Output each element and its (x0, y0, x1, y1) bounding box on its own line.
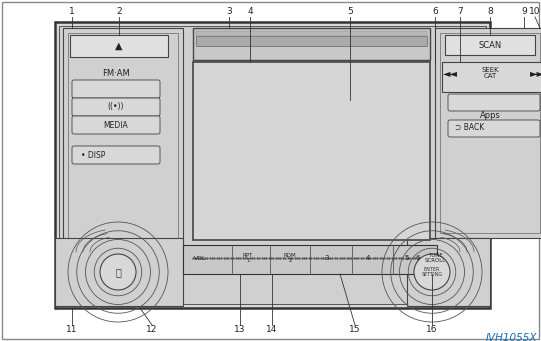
FancyBboxPatch shape (448, 120, 540, 137)
FancyBboxPatch shape (72, 116, 160, 134)
Text: 11: 11 (66, 326, 78, 335)
Text: 3: 3 (226, 8, 232, 16)
Bar (196, 36, 427, 46)
Text: 6: 6 (415, 255, 420, 261)
Circle shape (100, 254, 136, 290)
Text: 15: 15 (349, 326, 361, 335)
Text: FM·AM: FM·AM (102, 70, 130, 78)
Bar (68, 33, 178, 263)
FancyBboxPatch shape (72, 98, 160, 116)
Text: 9: 9 (521, 8, 527, 16)
Bar (445, 35, 535, 55)
Text: ►►: ►► (530, 68, 541, 78)
Text: TUNE
SCROLL: TUNE SCROLL (424, 253, 446, 263)
Bar (435, 28, 541, 238)
Text: RPT
1: RPT 1 (243, 253, 253, 263)
Text: 13: 13 (234, 326, 246, 335)
Text: 12: 12 (146, 326, 157, 335)
Bar (55, 22, 490, 308)
Text: 4: 4 (366, 255, 370, 261)
Text: RDM
2: RDM 2 (283, 253, 296, 263)
Text: MEDIA: MEDIA (103, 120, 128, 130)
Text: 7: 7 (457, 8, 463, 16)
Text: 8: 8 (487, 8, 493, 16)
Text: 6: 6 (432, 8, 438, 16)
Bar (440, 33, 540, 233)
Text: SCAN: SCAN (478, 41, 502, 49)
Text: Apps: Apps (479, 112, 500, 120)
Bar (193, 28, 430, 60)
Bar (407, 238, 490, 306)
Text: 5: 5 (405, 255, 409, 261)
Text: JVH1055X: JVH1055X (485, 333, 537, 341)
Text: 3: 3 (325, 255, 329, 261)
Text: 14: 14 (266, 326, 278, 335)
Text: ⏻: ⏻ (115, 267, 121, 277)
Circle shape (414, 254, 450, 290)
Text: 10: 10 (529, 8, 541, 16)
Bar (193, 62, 430, 240)
FancyBboxPatch shape (72, 80, 160, 98)
Text: ▲: ▲ (115, 41, 123, 51)
Text: 1: 1 (69, 8, 75, 16)
Bar (183, 245, 437, 274)
Bar (55, 238, 183, 306)
Text: 16: 16 (426, 326, 438, 335)
Bar (70, 35, 168, 57)
Text: ◄◄: ◄◄ (443, 68, 458, 78)
Text: 5: 5 (347, 8, 353, 16)
Text: 2: 2 (116, 8, 122, 16)
Bar (59, 26, 486, 304)
Bar (442, 62, 541, 92)
Bar (63, 28, 183, 268)
Text: • DISP: • DISP (81, 150, 105, 160)
Text: SEEK
CAT: SEEK CAT (481, 66, 499, 79)
Text: ⊃ BACK: ⊃ BACK (456, 123, 485, 133)
Text: VOL: VOL (194, 255, 206, 261)
Text: ((•)): ((•)) (108, 103, 124, 112)
FancyBboxPatch shape (448, 94, 540, 111)
FancyBboxPatch shape (72, 146, 160, 164)
Bar (196, 31, 427, 36)
Text: 4: 4 (247, 8, 253, 16)
Text: ENTER
SETTING: ENTER SETTING (421, 267, 443, 277)
